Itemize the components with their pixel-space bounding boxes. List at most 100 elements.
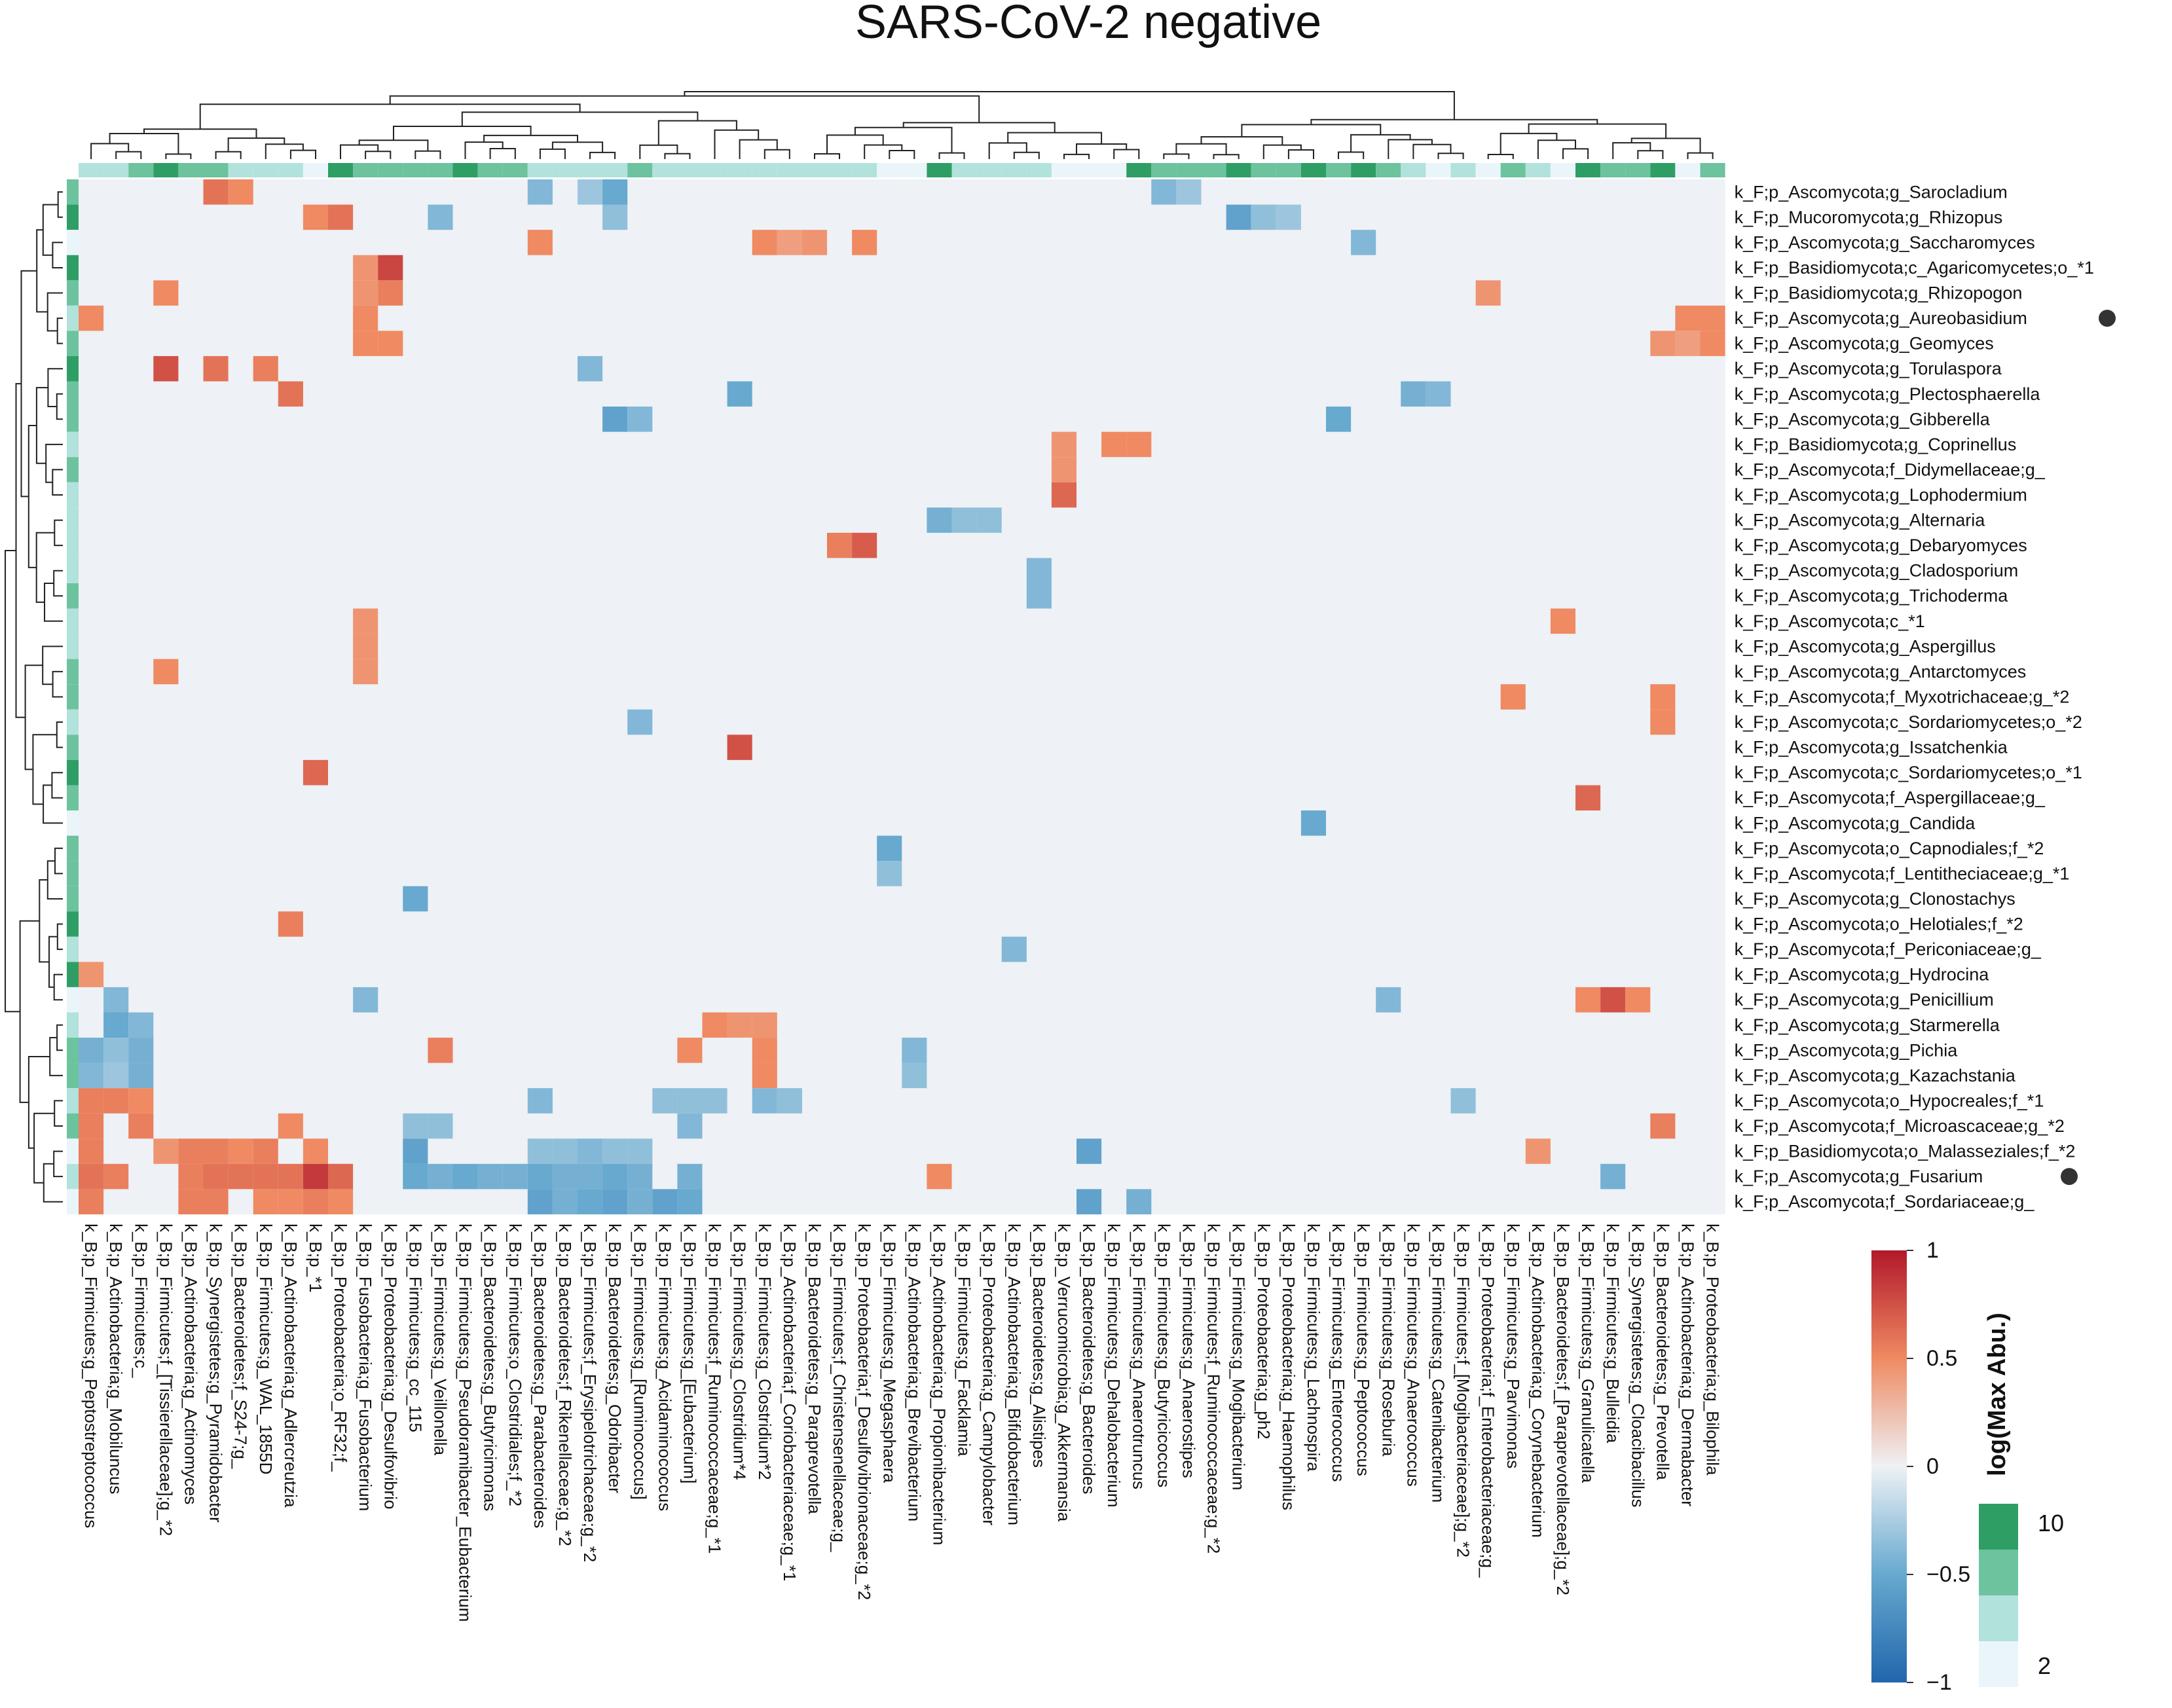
column-annotation-cell xyxy=(602,163,628,177)
heatmap-cell xyxy=(428,1038,453,1063)
heatmap-cell xyxy=(527,230,553,255)
dendrogram-branch xyxy=(902,122,1056,133)
dendrogram-branch xyxy=(1487,154,1514,159)
heatmap-cell xyxy=(752,1038,777,1063)
dendrogram-branch xyxy=(53,973,63,1001)
row-annotation-cell xyxy=(67,558,79,583)
heatmap-cell xyxy=(278,1189,303,1214)
column-label: k_B;p_Firmicutes;c_ xyxy=(131,1224,151,1378)
heatmap-cell xyxy=(1077,1189,1102,1214)
heatmap-cell xyxy=(1700,305,1725,331)
column-annotation-cell xyxy=(727,163,752,177)
column-annotation-cell xyxy=(1326,163,1352,177)
column-annotation-cell xyxy=(1426,163,1451,177)
column-annotation-cell xyxy=(752,163,777,177)
column-label: k_B;p_Firmicutes;f_[Tissierellaceae];g_*… xyxy=(156,1224,175,1536)
column-label: k_B;p_Firmicutes;g_Veillonella xyxy=(430,1224,450,1456)
column-annotation-cell xyxy=(1300,163,1326,177)
heatmap-cell xyxy=(1126,431,1152,458)
heatmap-cell xyxy=(677,1163,703,1190)
dendrogram-branch xyxy=(1262,144,1302,159)
heatmap-cell xyxy=(1026,583,1052,609)
dendrogram-branch xyxy=(664,153,691,159)
column-annotation-cell xyxy=(128,163,154,177)
column-label: k_B;p_Firmicutes;g_Parvimonas xyxy=(1503,1224,1523,1468)
column-annotation-cell xyxy=(1226,163,1251,177)
column-label: k_B;p_Bacteroidetes;g_Prevotella xyxy=(1653,1224,1672,1480)
row-annotation-cell xyxy=(67,1012,79,1038)
heatmap-cell xyxy=(1051,482,1077,508)
dendrogram-branch xyxy=(1350,134,1411,153)
column-annotation-cell xyxy=(1001,163,1027,177)
heatmap-cell xyxy=(303,204,328,230)
dendrogram-branch xyxy=(49,1037,63,1076)
dendrogram-branch xyxy=(1437,153,1464,159)
column-label: k_B;p_Proteobacteria;g_ph2 xyxy=(1254,1224,1274,1440)
dendrogram-branch xyxy=(358,139,429,151)
row-label: k_F;p_Ascomycota;g_Aspergillus xyxy=(1735,636,1996,656)
heatmap-cell xyxy=(552,1163,578,1190)
row-annotation-cell xyxy=(67,735,79,760)
heatmap-cell xyxy=(1326,407,1352,432)
row-annotation-cell xyxy=(67,709,79,735)
heatmap-cell xyxy=(652,1189,678,1214)
column-label: k_B;p_Firmicutes;g_Butyricicoccus xyxy=(1154,1224,1173,1487)
column-annotation-cell xyxy=(1500,163,1526,177)
column-annotation-cell xyxy=(801,163,827,177)
row-label: k_F;p_Ascomycota;g_Torulaspora xyxy=(1735,359,2002,378)
column-annotation-cell xyxy=(303,163,328,177)
dendrogram-branch xyxy=(35,532,55,603)
dendrogram-branch xyxy=(36,229,48,313)
column-label: k_B;p_Firmicutes;f_Christensenellaceae;g… xyxy=(830,1224,849,1552)
annotation-legend-swatch xyxy=(1979,1641,2018,1687)
dendrogram-branch xyxy=(539,148,566,159)
column-label: k_B;p_*1 xyxy=(306,1224,325,1293)
heatmap-cell xyxy=(203,1189,229,1214)
heatmap-cell xyxy=(1650,709,1676,735)
dendrogram-branch xyxy=(56,721,63,748)
row-annotation-cell xyxy=(67,1163,79,1190)
heatmap-cell xyxy=(602,1163,628,1190)
column-annotation-cell xyxy=(79,163,104,177)
column-label: k_B;p_Proteobacteria;g_Haemophilus xyxy=(1279,1224,1298,1510)
dendrogram-branch xyxy=(1287,149,1314,159)
heatmap-cell xyxy=(1026,558,1052,583)
heatmap-cell xyxy=(228,1163,253,1190)
dendrogram-branch xyxy=(5,550,20,1013)
heatmap-cell xyxy=(527,1163,553,1190)
row-label: k_F;p_Ascomycota;g_Cladosporium xyxy=(1735,561,2019,581)
column-annotation-cell xyxy=(852,163,877,177)
row-annotation-cell xyxy=(67,407,79,432)
heatmap-cell xyxy=(527,1189,553,1214)
column-label: k_B;p_Firmicutes;f_[Mogibacteriaceae];g_… xyxy=(1454,1224,1473,1557)
dendrogram-branch xyxy=(1007,132,1103,144)
column-label: k_B;p_Bacteroidetes;g_Odoribacter xyxy=(605,1224,625,1493)
column-annotation-cell xyxy=(552,163,578,177)
dendrogram-branch xyxy=(389,95,980,123)
column-annotation-cell xyxy=(1575,163,1601,177)
heatmap-cell xyxy=(502,1163,528,1190)
column-annotation-cell xyxy=(1251,163,1276,177)
dendrogram-branch xyxy=(54,519,63,547)
heatmap-cell xyxy=(727,1012,752,1038)
dendrogram-branch xyxy=(227,137,285,152)
heatmap-cell xyxy=(1650,1113,1676,1139)
heatmap-cell xyxy=(627,709,653,735)
heatmap-cell xyxy=(128,1113,154,1139)
column-label: k_B;p_Proteobacteria;o_RF32;f_ xyxy=(331,1224,350,1472)
row-annotation-cell xyxy=(67,659,79,685)
column-label: k_B;p_Firmicutes;g_Clostridium*4 xyxy=(730,1224,750,1480)
row-annotation-cell xyxy=(67,1038,79,1063)
row-label: k_F;p_Ascomycota;g_Saccharomyces xyxy=(1735,232,2035,252)
dendrogram-branch xyxy=(739,139,778,159)
row-annotation-cell xyxy=(67,911,79,937)
heatmap-cell xyxy=(602,204,628,230)
row-label: k_F;p_Ascomycota;g_Issatchenkia xyxy=(1735,738,2008,757)
heatmap-cell xyxy=(403,1113,428,1139)
heatmap-cell xyxy=(1700,331,1725,356)
heatmap-cell xyxy=(353,634,378,659)
column-annotation-cell xyxy=(1176,163,1202,177)
dendrogram-branch xyxy=(43,784,63,824)
row-annotation-cell xyxy=(67,608,79,634)
column-annotation-cell xyxy=(1700,163,1725,177)
